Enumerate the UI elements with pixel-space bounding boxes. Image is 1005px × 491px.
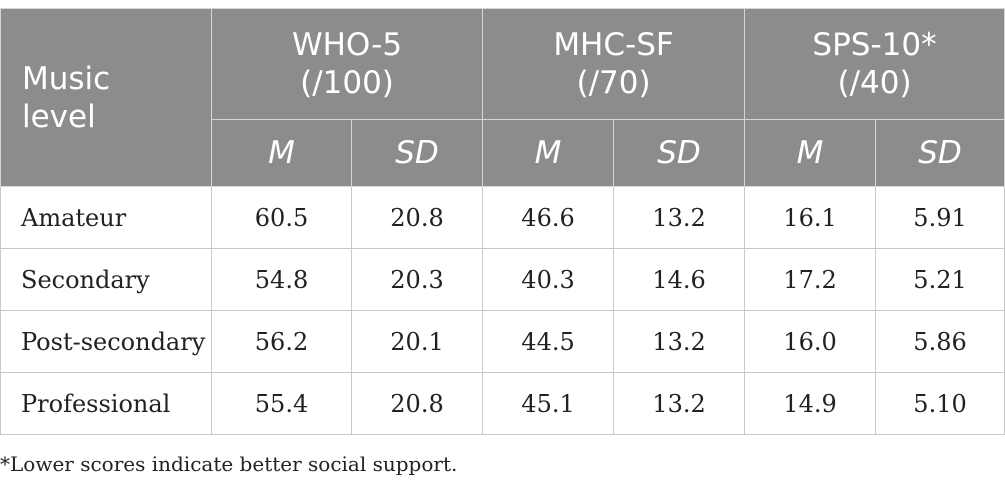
table-cell: 20.8 [350, 372, 484, 435]
results-table: Music level WHO-5 (/100) MHC-SF (/70) SP… [0, 8, 1005, 435]
table-cell: 45.1 [482, 372, 615, 435]
table-cell: 5.21 [875, 248, 1005, 311]
table-header: Music level WHO-5 (/100) MHC-SF (/70) SP… [0, 8, 1005, 187]
subheader-mean: M [211, 119, 352, 187]
table-row: Post-secondary 56.2 20.1 44.5 13.2 16.0 … [0, 310, 1005, 373]
table-cell: 14.6 [613, 248, 746, 311]
row-label: Professional [0, 372, 212, 435]
table-cell: 5.86 [875, 310, 1005, 373]
table-cell: 54.8 [211, 248, 352, 311]
row-label-line-2: level [22, 98, 96, 135]
group-name: MHC-SF [553, 27, 674, 63]
table-cell: 20.1 [350, 310, 484, 373]
table-cell: 14.9 [744, 372, 877, 435]
table-row: Secondary 54.8 20.3 40.3 14.6 17.2 5.21 [0, 248, 1005, 311]
subheader-sd: SD [875, 119, 1005, 187]
group-range: (/40) [837, 65, 912, 101]
row-label: Secondary [0, 248, 212, 311]
table-cell: 13.2 [613, 186, 746, 249]
table-cell: 5.91 [875, 186, 1005, 249]
table-row: Amateur 60.5 20.8 46.6 13.2 16.1 5.91 [0, 186, 1005, 249]
group-range: (/100) [300, 65, 394, 101]
row-label: Post-secondary [0, 310, 212, 373]
row-label-line-1: Music [22, 60, 111, 97]
table-cell: 40.3 [482, 248, 615, 311]
group-header-sps10: SPS-10* (/40) [744, 8, 1005, 120]
table-cell: 16.1 [744, 186, 877, 249]
table-row: Professional 55.4 20.8 45.1 13.2 14.9 5.… [0, 372, 1005, 435]
table-cell: 44.5 [482, 310, 615, 373]
group-name: SPS-10* [812, 27, 937, 63]
table-cell: 16.0 [744, 310, 877, 373]
table-cell: 20.3 [350, 248, 484, 311]
row-label-header: Music level [0, 8, 212, 187]
table-cell: 13.2 [613, 372, 746, 435]
table-cell: 13.2 [613, 310, 746, 373]
group-header-mhcsf: MHC-SF (/70) [482, 8, 746, 120]
group-name: WHO-5 [291, 27, 403, 63]
table-cell: 5.10 [875, 372, 1005, 435]
subheader-mean: M [482, 119, 615, 187]
header-row-groups: Music level WHO-5 (/100) MHC-SF (/70) SP… [0, 8, 1005, 187]
table-cell: 17.2 [744, 248, 877, 311]
table-cell: 55.4 [211, 372, 352, 435]
subheader-sd: SD [350, 119, 484, 187]
subheader-sd: SD [613, 119, 746, 187]
table-cell: 60.5 [211, 186, 352, 249]
table-body: Amateur 60.5 20.8 46.6 13.2 16.1 5.91 Se… [0, 186, 1005, 435]
group-header-who5: WHO-5 (/100) [210, 8, 484, 120]
table-cell: 20.8 [350, 186, 484, 249]
subheader-mean: M [744, 119, 877, 187]
table-footnote: *Lower scores indicate better social sup… [0, 452, 458, 476]
header-row-stats: M SD M SD M SD [1, 119, 1005, 187]
group-range: (/70) [576, 65, 651, 101]
table-cell: 56.2 [211, 310, 352, 373]
row-label: Amateur [0, 186, 212, 249]
table-cell: 46.6 [482, 186, 615, 249]
